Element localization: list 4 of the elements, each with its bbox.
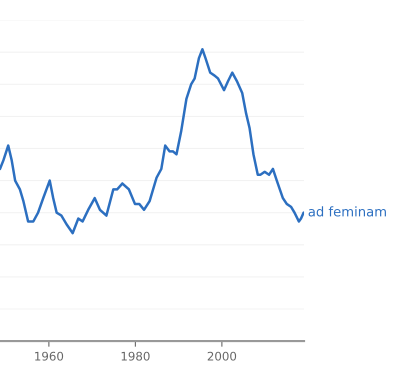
x-tick-label: 1980 — [122, 352, 150, 361]
series-label: ad feminam — [308, 206, 386, 217]
x-tick-label: 1960 — [35, 352, 64, 361]
x-tick-label: 2000 — [208, 352, 236, 361]
